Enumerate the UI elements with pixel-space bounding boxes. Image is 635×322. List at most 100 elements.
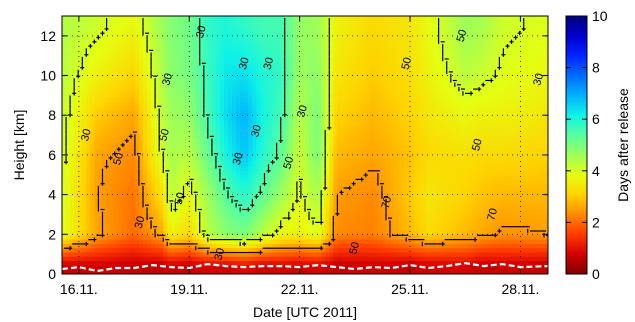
heatmap-cell [151,84,156,90]
heatmap-cell [215,170,221,176]
heatmap-cell [264,76,270,82]
heatmap-cell [82,183,87,189]
heatmap-cell [203,153,209,159]
heatmap-cell [353,175,359,180]
heatmap-cell [264,24,270,30]
heatmap-cell [102,50,108,56]
heatmap-cell [171,76,176,82]
heatmap-cell [373,256,379,262]
heatmap-cell [90,170,95,176]
heatmap-cell [70,24,75,30]
heatmap-cell [215,24,221,30]
heatmap-cell [284,183,290,189]
heatmap-cell [252,252,257,258]
heatmap-cell [280,106,286,112]
heatmap-cell [256,119,262,125]
heatmap-cell [211,41,217,47]
heatmap-cell [66,28,71,34]
heatmap-cell [179,110,185,116]
heatmap-cell [130,63,136,69]
heatmap-cell [333,119,338,125]
heatmap-cell [390,140,395,146]
heatmap-cell [183,84,189,90]
heatmap-cell [195,127,201,133]
heatmap-cell [325,196,330,202]
heatmap-cell [199,239,205,245]
heatmap-cell [361,222,367,228]
heatmap-cell [118,166,124,172]
heatmap-cell [268,136,274,142]
heatmap-cell [110,222,116,228]
heatmap-cell [280,140,286,146]
heatmap-cell [219,136,225,142]
heatmap-cell [98,50,104,56]
heatmap-cell [296,248,302,254]
heatmap-cell [349,123,355,129]
heatmap-cell [365,63,371,69]
heatmap-cell [317,248,322,254]
heatmap-cell [321,80,326,86]
heatmap-cell [203,50,209,56]
heatmap-cell [268,24,274,30]
heatmap-cell [90,110,95,116]
heatmap-cell [353,162,359,168]
heatmap-cell [70,218,75,223]
heatmap-cell [345,153,351,159]
heatmap-cell [147,188,152,193]
heatmap-cell [361,67,367,73]
heatmap-cell [228,97,233,103]
heatmap-cell [272,102,278,107]
heatmap-cell [219,119,225,125]
heatmap-cell [114,54,120,60]
heatmap-cell [175,205,181,211]
heatmap-cell [292,132,298,137]
heatmap-cell [70,196,75,202]
heatmap-cell [228,188,233,193]
heatmap-cell [215,192,221,198]
heatmap-cell [171,196,176,202]
heatmap-cell [171,153,176,159]
heatmap-cell [187,127,193,133]
heatmap-cell [248,209,253,215]
heatmap-cell [394,127,399,133]
heatmap-cell [349,76,355,82]
heatmap-cell [110,252,116,258]
heatmap-cell [110,89,116,94]
heatmap-cell [296,24,302,30]
heatmap-cell [390,24,395,30]
heatmap-cell [147,269,152,274]
heatmap-cell [317,123,322,129]
heatmap-cell [341,123,347,129]
heatmap-cell [228,145,233,150]
heatmap-cell [147,67,152,73]
heatmap-cell [98,20,104,26]
heatmap-cell [377,218,383,223]
heatmap-cell [187,166,193,172]
heatmap-cell [102,188,108,193]
heatmap-cell [163,261,168,266]
heatmap-cell [244,37,249,43]
heatmap-cell [134,200,140,206]
heatmap-cell [219,106,225,112]
heatmap-cell [138,200,144,206]
heatmap-cell [171,252,176,258]
heatmap-cell [361,76,367,82]
heatmap-cell [78,218,83,223]
heatmap-cell [74,218,79,223]
heatmap-cell [264,252,270,258]
heatmap-cell [276,265,282,271]
heatmap-cell [151,46,156,51]
heatmap-cell [341,89,347,94]
heatmap-cell [90,200,95,206]
heatmap-cell [134,106,140,112]
heatmap-cell [381,149,387,155]
heatmap-cell [377,71,383,77]
heatmap-cell [122,54,128,60]
heatmap-cell [341,106,347,112]
heatmap-cell [313,157,318,163]
heatmap-cell [353,149,359,155]
heatmap-cell [207,235,213,241]
heatmap-cell [268,93,274,99]
heatmap-cell [256,175,262,180]
heatmap-cell [357,97,363,103]
